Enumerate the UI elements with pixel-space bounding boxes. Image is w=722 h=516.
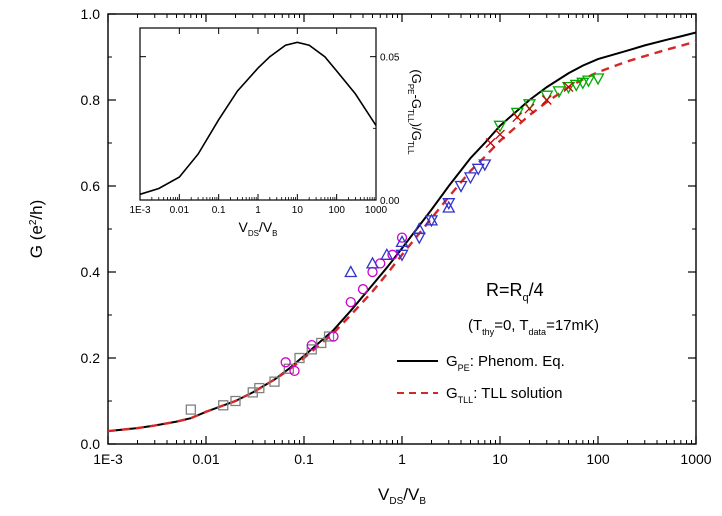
main-x-tick-label-6: 1000 [680, 451, 711, 467]
marker-cross-5-1 [495, 129, 505, 140]
inset-x-tick-label-3: 1 [255, 205, 261, 216]
marker-square-0-5 [269, 376, 280, 387]
marker-triangle-up-2-1 [365, 256, 380, 269]
marker-square-0-9 [316, 337, 327, 349]
inset-y-tick-label-0: 0.00 [380, 196, 400, 207]
marker-square-0-0 [185, 404, 196, 415]
legend: GPE: Phenom. Eq. GTLL: TLL solution [397, 353, 565, 405]
marker-triangle-down-4-8 [581, 75, 596, 88]
inset-x-tick-label-6: 1000 [365, 205, 388, 216]
main-x-tick-label-3: 1 [398, 451, 406, 467]
marker-circle-1-6 [367, 266, 378, 278]
marker-triangle-down-4-0 [493, 120, 507, 133]
main-markers [185, 73, 605, 415]
main-y-tick-label-0: 0.0 [81, 436, 101, 452]
marker-triangle-down-4-6 [569, 79, 583, 92]
main-x-axis-label: VDS/VB [378, 485, 426, 507]
marker-triangle-down-3-5 [463, 172, 478, 185]
marker-circle-1-3 [328, 331, 339, 342]
series-line-1 [107, 40, 697, 433]
marker-square-0-8 [306, 344, 317, 355]
main-y-tick-label-1: 0.2 [81, 350, 101, 366]
marker-cross-5-5 [563, 82, 574, 93]
marker-triangle-down-3-0 [395, 249, 409, 262]
legend-label-pe: GPE: Phenom. Eq. [446, 353, 565, 373]
marker-cross-5-2 [512, 112, 523, 123]
inset-plot: 1E-3 0.01 0.1 1 10 100 1000 0.00 0.05 VDS/VB (G… [129, 27, 424, 238]
main-y-axis-label: G (e2/h) [27, 200, 46, 258]
inset-x-tick-label-1: 0.01 [170, 205, 190, 216]
marker-triangle-down-3-6 [471, 163, 485, 176]
marker-triangle-down-4-5 [561, 81, 576, 94]
main-y-tick-label-5: 1.0 [81, 6, 101, 22]
main-x-tick-label-2: 0.1 [294, 451, 314, 467]
inset-y-axis-label: (GPE-GTLL)/GTLL [406, 69, 424, 155]
main-y-tick-label-4: 0.8 [81, 92, 101, 108]
marker-triangle-down-4-4 [552, 86, 566, 99]
main-y-tick-label-2: 0.4 [81, 264, 101, 280]
inset-background [140, 28, 376, 200]
main-y-ticks: 0.0 0.2 0.4 0.6 0.8 1.0 [81, 6, 696, 452]
marker-circle-1-2 [306, 339, 317, 351]
marker-triangle-down-3-1 [412, 232, 426, 245]
marker-square-0-10 [323, 331, 335, 342]
marker-circle-1-1 [289, 365, 300, 377]
main-y-tick-label-3: 0.6 [81, 178, 101, 194]
inset-x-tick-label-5: 100 [328, 205, 345, 216]
main-plot: 1E-3 0.01 0.1 1 10 100 1000 0.0 0.2 0.4 0.6 0.8 1.0… [27, 6, 712, 507]
main-x-ticks: 1E-3 0.01 0.1 1 10 100 1000 [93, 14, 712, 467]
inset-x-ticks: 1E-3 0.01 0.1 1 10 100 1000 [129, 28, 388, 216]
marker-square-0-2 [230, 395, 241, 407]
inset-x-axis-label: VDS/VB [238, 219, 277, 238]
marker-circle-1-4 [345, 296, 356, 308]
marker-triangle-down-4-2 [522, 99, 537, 112]
marker-circle-1-0 [280, 357, 291, 368]
marker-cross-5-4 [541, 95, 552, 105]
marker-cross-5-3 [524, 103, 535, 114]
main-curves [107, 31, 697, 433]
marker-triangle-down-4-7 [576, 77, 590, 90]
annotation-block: R=Rq/4 (Tthy=0, Tdata=17mK) [468, 280, 599, 337]
inset-series-line-0 [139, 41, 377, 196]
marker-square-0-4 [254, 382, 265, 394]
marker-triangle-down-3-4 [454, 180, 468, 193]
marker-triangle-down-3-2 [424, 215, 439, 228]
marker-triangle-up-2-6 [442, 200, 456, 213]
marker-square-0-1 [218, 400, 229, 411]
inset-x-tick-label-4: 10 [292, 205, 304, 216]
legend-label-tll: GTLL: TLL solution [446, 385, 562, 405]
inset-y-tick-label-1: 0.05 [380, 53, 400, 64]
inset-y-ticks: 0.00 0.05 [140, 53, 400, 207]
main-x-tick-label-4: 10 [492, 451, 508, 467]
main-x-tick-label-1: 0.01 [192, 451, 219, 467]
marker-cross-5-0 [485, 138, 496, 148]
marker-triangle-up-2-3 [395, 235, 409, 248]
inset-x-tick-label-2: 0.1 [212, 205, 226, 216]
main-x-tick-label-0: 1E-3 [93, 451, 123, 467]
marker-triangle-down-4-9 [591, 73, 605, 86]
marker-triangle-up-2-2 [380, 247, 394, 260]
marker-square-0-7 [294, 352, 305, 364]
annotation-conditions: (Tthy=0, Tdata=17mK) [468, 317, 599, 337]
marker-triangle-down-4-1 [510, 107, 524, 120]
inset-x-tick-label-0: 1E-3 [129, 205, 151, 216]
main-x-tick-label-5: 100 [586, 451, 610, 467]
marker-circle-1-5 [357, 284, 369, 295]
marker-circle-1-9 [396, 232, 408, 243]
annotation-title: R=Rq/4 [486, 280, 544, 304]
marker-triangle-down-4-3 [540, 90, 554, 103]
marker-triangle-up-2-0 [344, 265, 358, 278]
inset-curves [139, 41, 377, 196]
marker-triangle-down-3-7 [478, 159, 492, 172]
marker-triangle-down-3-3 [442, 198, 456, 211]
marker-square-0-6 [283, 363, 294, 374]
